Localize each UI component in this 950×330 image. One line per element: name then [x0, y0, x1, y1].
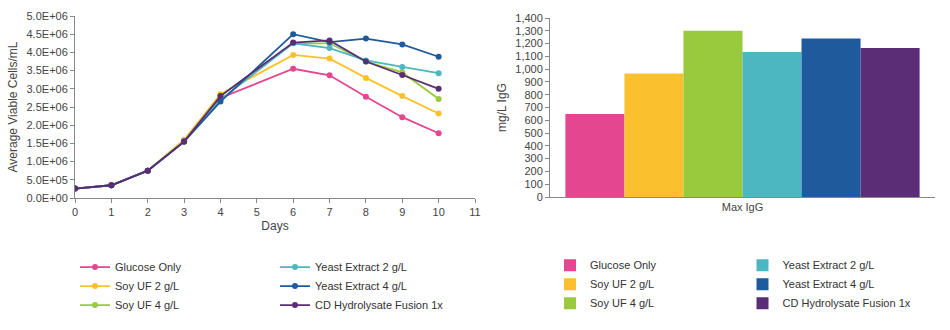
svg-text:Soy UF 2 g/L: Soy UF 2 g/L: [590, 278, 654, 290]
svg-text:4.5E+06: 4.5E+06: [27, 28, 68, 40]
svg-text:3.5E+06: 3.5E+06: [27, 64, 68, 76]
svg-text:300: 300: [524, 152, 542, 164]
svg-text:Glucose Only: Glucose Only: [590, 259, 657, 271]
svg-text:Days: Days: [261, 219, 288, 233]
svg-text:Soy UF 4 g/L: Soy UF 4 g/L: [590, 297, 654, 309]
svg-text:5: 5: [254, 206, 260, 218]
svg-text:3.0E+06: 3.0E+06: [27, 83, 68, 95]
svg-text:600: 600: [524, 114, 542, 126]
svg-text:100: 100: [524, 178, 542, 190]
svg-text:Yeast Extract 4 g/L: Yeast Extract 4 g/L: [783, 278, 875, 290]
svg-text:6: 6: [290, 206, 296, 218]
svg-text:2: 2: [145, 206, 151, 218]
svg-text:Soy UF 4 g/L: Soy UF 4 g/L: [115, 299, 179, 311]
svg-text:1,200: 1,200: [515, 37, 543, 49]
svg-text:Max IgG: Max IgG: [722, 201, 764, 213]
svg-text:Average Viable Cells/mL: Average Viable Cells/mL: [6, 41, 20, 172]
svg-text:5.0E+05: 5.0E+05: [27, 174, 68, 186]
svg-text:4.0E+06: 4.0E+06: [27, 46, 68, 58]
svg-text:Yeast Extract 2 g/L: Yeast Extract 2 g/L: [315, 261, 407, 273]
svg-text:mg/L IgG: mg/L IgG: [495, 83, 509, 132]
svg-text:1,000: 1,000: [515, 63, 543, 75]
svg-text:1.5E+06: 1.5E+06: [27, 137, 68, 149]
svg-text:Soy UF 2 g/L: Soy UF 2 g/L: [115, 280, 179, 292]
svg-text:1,300: 1,300: [515, 25, 543, 37]
svg-text:400: 400: [524, 140, 542, 152]
svg-text:10: 10: [433, 206, 445, 218]
svg-text:Yeast Extract 4 g/L: Yeast Extract 4 g/L: [315, 280, 407, 292]
svg-text:Glucose Only: Glucose Only: [115, 261, 182, 273]
svg-text:700: 700: [524, 101, 542, 113]
svg-text:CD Hydrolysate Fusion 1x: CD Hydrolysate Fusion 1x: [783, 297, 911, 309]
svg-text:Yeast Extract 2 g/L: Yeast Extract 2 g/L: [783, 259, 875, 271]
svg-text:2.5E+06: 2.5E+06: [27, 101, 68, 113]
svg-text:7: 7: [326, 206, 332, 218]
svg-text:9: 9: [399, 206, 405, 218]
svg-text:900: 900: [524, 76, 542, 88]
svg-text:8: 8: [363, 206, 369, 218]
svg-text:200: 200: [524, 165, 542, 177]
svg-text:5.0E+06: 5.0E+06: [27, 10, 68, 22]
svg-text:CD Hydrolysate Fusion 1x: CD Hydrolysate Fusion 1x: [315, 299, 443, 311]
svg-text:3: 3: [181, 206, 187, 218]
svg-text:0: 0: [537, 191, 543, 203]
svg-text:0.0E+00: 0.0E+00: [27, 192, 68, 204]
svg-text:0: 0: [72, 206, 78, 218]
svg-text:2.0E+06: 2.0E+06: [27, 119, 68, 131]
svg-text:1: 1: [108, 206, 114, 218]
svg-text:11: 11: [469, 206, 480, 218]
svg-text:4: 4: [217, 206, 223, 218]
svg-text:1.0E+06: 1.0E+06: [27, 155, 68, 167]
svg-text:1,100: 1,100: [515, 50, 543, 62]
svg-text:800: 800: [524, 89, 542, 101]
svg-text:1,400: 1,400: [515, 12, 543, 24]
svg-text:500: 500: [524, 127, 542, 139]
